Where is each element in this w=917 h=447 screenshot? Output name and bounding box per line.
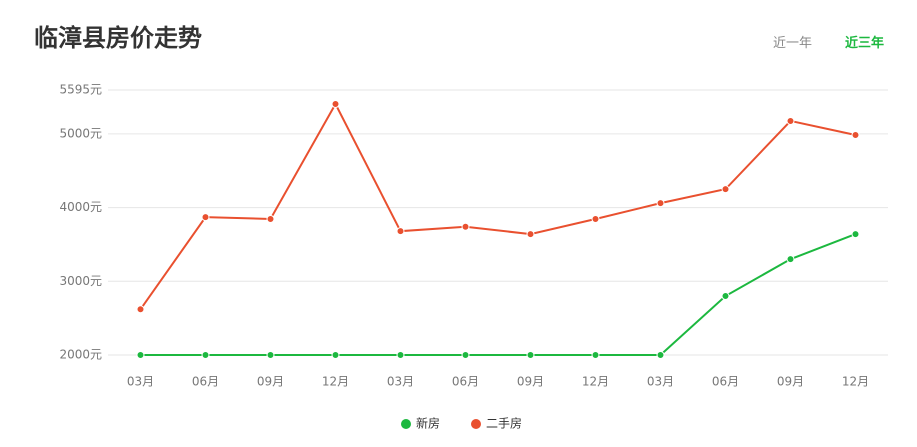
- x-tick-label: 06月: [452, 375, 479, 389]
- point: [786, 116, 795, 125]
- x-tick-label: 09月: [257, 375, 284, 389]
- y-tick-label: 5000元: [59, 126, 102, 140]
- y-tick-label: 5595元: [59, 83, 102, 97]
- point: [656, 199, 665, 208]
- point: [526, 351, 535, 359]
- point: [721, 292, 730, 301]
- tab-active[interactable]: 近三年: [845, 36, 885, 51]
- x-tick-label: 06月: [712, 375, 739, 389]
- x-tick-label: 09月: [517, 375, 544, 389]
- x-tick-label: 03月: [127, 375, 154, 389]
- point: [526, 230, 535, 239]
- legend-swatch[interactable]: [401, 419, 411, 429]
- y-tick-label: 3000元: [59, 274, 102, 288]
- y-tick-label: 2000元: [59, 348, 102, 362]
- legend-label[interactable]: 新房: [416, 416, 440, 431]
- x-tick-label: 06月: [192, 375, 219, 389]
- point: [266, 214, 275, 223]
- point: [396, 227, 405, 236]
- x-tick-label: 03月: [647, 375, 674, 389]
- x-tick-label: 03月: [387, 375, 414, 389]
- point: [331, 100, 340, 109]
- chart-title: 临漳县房价走势: [34, 24, 202, 52]
- point: [201, 351, 210, 359]
- x-tick-label: 12月: [582, 375, 609, 389]
- point: [461, 351, 470, 359]
- point: [591, 351, 600, 359]
- point: [266, 351, 275, 359]
- x-tick-label: 12月: [842, 375, 869, 389]
- point: [721, 185, 730, 194]
- point: [591, 214, 600, 223]
- point: [136, 305, 145, 314]
- series-line: [139, 101, 856, 310]
- legend-label[interactable]: 二手房: [486, 416, 522, 431]
- series-line: [140, 233, 856, 356]
- point: [851, 230, 860, 239]
- y-tick-label: 4000元: [59, 200, 102, 214]
- x-tick-label: 09月: [777, 375, 804, 389]
- point: [201, 213, 210, 222]
- point: [331, 351, 340, 359]
- point: [851, 130, 860, 139]
- point: [396, 351, 405, 359]
- tab[interactable]: 近一年: [773, 36, 813, 51]
- point: [461, 222, 470, 231]
- point: [786, 255, 795, 264]
- legend-swatch[interactable]: [471, 419, 481, 429]
- x-tick-label: 12月: [322, 375, 349, 389]
- point: [136, 351, 145, 359]
- point: [656, 351, 665, 359]
